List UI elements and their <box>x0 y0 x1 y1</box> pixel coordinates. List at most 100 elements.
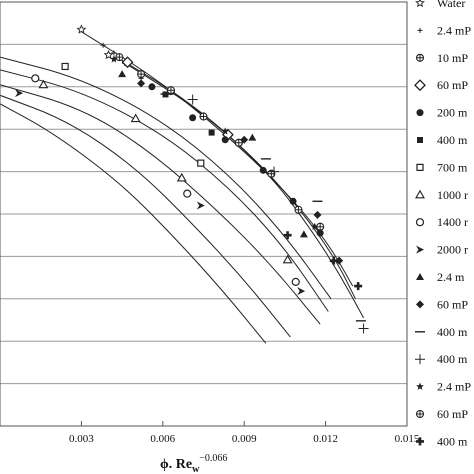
legend-entry: 10 mP <box>415 51 468 65</box>
data-point <box>38 79 49 89</box>
legend-entry: 2.4 m <box>416 270 465 284</box>
data-point <box>197 159 205 167</box>
data-point <box>259 166 267 174</box>
legend-entry: 60 mP <box>416 297 468 311</box>
gridlines <box>0 43 407 385</box>
legend-marker <box>415 354 425 365</box>
x-tick-label: 0.015 <box>395 433 420 445</box>
legend: Water 2.4 mP 10 mP 60 mP 200 m 400 m 700 m 1000… <box>414 0 471 448</box>
legend-entry: 200 m <box>416 106 468 120</box>
legend-marker <box>417 137 423 143</box>
data-point <box>291 277 300 286</box>
data-points <box>14 24 369 334</box>
data-point <box>176 172 187 182</box>
data-point <box>208 129 215 136</box>
legend-label: 2000 r <box>437 243 468 257</box>
data-point <box>335 256 344 265</box>
legend-label: 1400 r <box>437 215 468 229</box>
fit-curves <box>0 31 365 344</box>
data-point <box>148 83 156 91</box>
legend-marker <box>415 218 425 227</box>
data-point <box>183 189 192 198</box>
data-point <box>196 201 205 210</box>
data-point <box>187 94 198 105</box>
data-point <box>14 89 23 98</box>
data-point <box>118 70 127 78</box>
legend-label: 2.4 m <box>437 270 465 284</box>
legend-marker <box>416 382 424 390</box>
legend-label: Water <box>437 0 465 10</box>
x-axis-label-subscript: w <box>192 464 200 474</box>
legend-marker <box>416 109 424 117</box>
data-point <box>100 42 106 48</box>
fit-curve <box>0 103 267 344</box>
legend-entry: 400 m <box>415 325 468 339</box>
legend-marker <box>415 189 425 199</box>
legend-label: 60 mP <box>437 78 468 92</box>
data-point <box>199 112 208 121</box>
data-point <box>248 133 257 141</box>
data-point <box>354 282 363 291</box>
data-point <box>137 70 146 79</box>
legend-label: 1000 r <box>437 188 468 202</box>
legend-label: 10 mP <box>437 51 468 65</box>
fit-curve <box>0 94 291 338</box>
fit-curve <box>0 56 332 300</box>
legend-entry: 1000 r <box>415 188 468 202</box>
legend-entry: 700 m <box>416 160 468 174</box>
fit-curve <box>116 56 356 300</box>
data-point <box>282 254 293 264</box>
legend-marker <box>416 437 424 446</box>
x-axis-label: ϕ. Rew−0.066 <box>160 453 227 474</box>
legend-entry: 2000 r <box>416 243 468 257</box>
data-point <box>166 86 175 95</box>
data-point <box>115 53 124 62</box>
data-point <box>31 74 40 83</box>
legend-label: 700 m <box>437 160 468 174</box>
legend-marker <box>417 27 423 33</box>
data-point <box>329 256 338 265</box>
data-point <box>121 56 134 69</box>
legend-marker <box>415 53 425 62</box>
legend-entry: Water <box>415 0 465 10</box>
legend-marker <box>416 163 424 171</box>
legend-entry: 400 m <box>416 434 468 448</box>
data-point <box>313 210 322 219</box>
data-point <box>358 323 369 334</box>
data-point <box>283 231 292 240</box>
x-tick-label: 0.009 <box>232 433 257 445</box>
legend-label: 400 m <box>437 133 468 147</box>
legend-entry: 60 mP <box>415 407 468 421</box>
data-point <box>110 55 118 63</box>
data-point <box>234 138 243 147</box>
data-point <box>111 50 117 56</box>
x-tick-label: 0.003 <box>69 433 94 445</box>
data-point <box>316 222 325 231</box>
legend-label: 2.4 mP <box>437 23 471 37</box>
legend-label: 400 m <box>437 352 468 366</box>
data-point <box>61 62 69 71</box>
x-axis-label-superscript: −0.066 <box>199 453 227 464</box>
data-point <box>269 166 280 177</box>
data-point <box>316 229 324 237</box>
legend-marker <box>415 409 425 419</box>
legend-entry: 2.4 mP <box>417 23 471 37</box>
legend-label: 400 m <box>437 325 468 339</box>
legend-marker <box>414 79 426 92</box>
legend-marker <box>416 245 424 254</box>
legend-label: 60 mP <box>437 297 468 311</box>
x-tick-label: 0.006 <box>150 433 175 445</box>
legend-marker <box>416 273 424 280</box>
legend-label: 400 m <box>437 434 468 448</box>
data-point <box>299 230 308 238</box>
data-point <box>297 287 306 296</box>
data-point <box>294 205 303 214</box>
legend-label: 2.4 mP <box>437 380 471 394</box>
legend-entry: 1400 r <box>415 215 468 229</box>
data-point <box>137 79 146 88</box>
legend-entry: 400 m <box>417 133 468 147</box>
legend-label: 60 mP <box>437 407 468 421</box>
data-point <box>76 24 87 34</box>
plot-frame <box>0 1 408 427</box>
